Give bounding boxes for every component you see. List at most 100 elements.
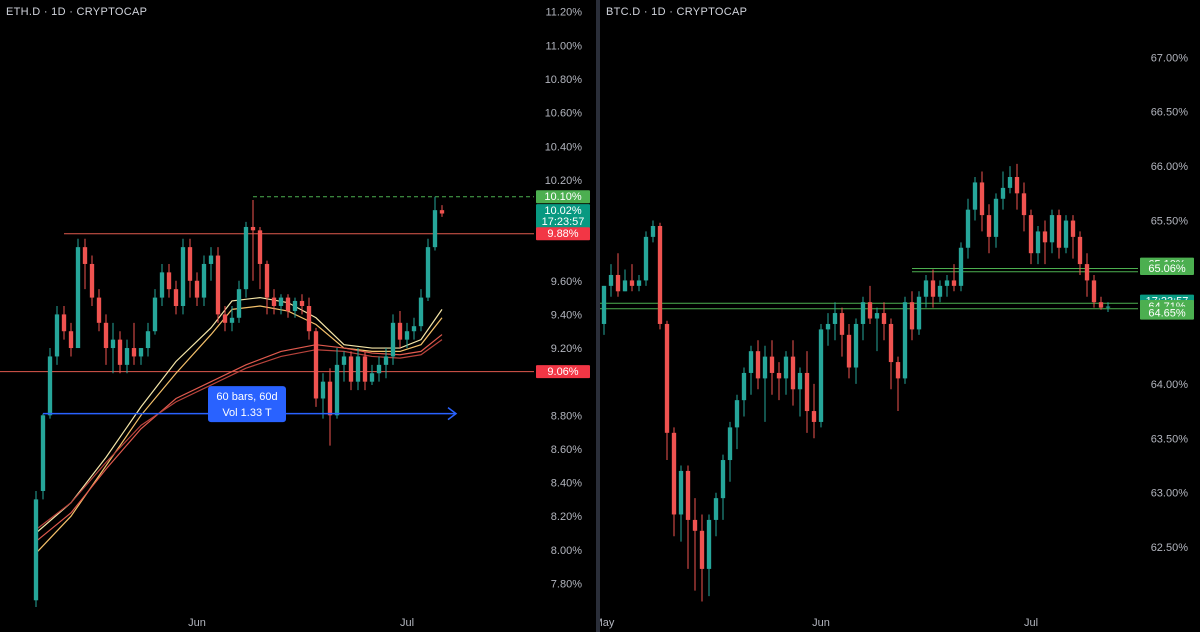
eth-range-info-volume: Vol 1.33 T bbox=[222, 407, 272, 419]
eth-y-tick-label: 8.20% bbox=[551, 511, 582, 523]
eth-candle-body bbox=[75, 247, 81, 349]
eth-y-tick-label: 10.40% bbox=[545, 141, 583, 153]
btc-candle-body bbox=[622, 280, 628, 292]
eth-price-label-bg bbox=[536, 204, 590, 229]
btc-candle-body bbox=[804, 372, 810, 412]
eth-candle-body bbox=[439, 210, 445, 214]
eth-y-tick-label: 8.80% bbox=[551, 410, 582, 422]
btc-candle-body bbox=[650, 225, 656, 237]
btc-candle-body bbox=[678, 470, 684, 515]
eth-candle-body bbox=[222, 314, 228, 323]
btc-candle-body bbox=[867, 302, 873, 319]
eth-candle-body bbox=[334, 364, 340, 416]
btc-candle-body bbox=[958, 247, 964, 286]
eth-candle-body bbox=[376, 364, 382, 374]
eth-candle-body bbox=[166, 272, 172, 290]
btc-candle-body bbox=[727, 427, 733, 461]
eth-y-tick-label: 11.20% bbox=[546, 7, 583, 19]
eth-candle-body bbox=[61, 314, 67, 332]
btc-candle-body bbox=[748, 351, 754, 373]
eth-price-label-countdown: 17:23:57 bbox=[542, 216, 585, 228]
btc-candle-body bbox=[1084, 264, 1090, 281]
eth-price-label-bg bbox=[536, 365, 590, 379]
btc-candle-body bbox=[671, 432, 677, 515]
eth-candle-body bbox=[320, 381, 326, 399]
btc-candle-body bbox=[657, 225, 663, 324]
btc-y-tick-label: 67.00% bbox=[1151, 52, 1189, 64]
eth-y-tick-label: 9.20% bbox=[551, 343, 582, 355]
btc-candle-body bbox=[1014, 177, 1020, 194]
btc-candle-body bbox=[741, 372, 747, 401]
eth-price-label-bg bbox=[536, 227, 590, 241]
eth-candle-body bbox=[243, 226, 249, 290]
eth-candle-body bbox=[208, 255, 214, 264]
eth-candle-body bbox=[341, 356, 347, 365]
btc-candle-body bbox=[916, 296, 922, 330]
btc-dominance-chart-pane[interactable]: 67.00% 66.50% 66.00% 65.50% 64.00% 63.50% 63.0… bbox=[600, 0, 1200, 632]
btc-candle-body bbox=[909, 302, 915, 330]
eth-candle-body bbox=[369, 373, 375, 382]
eth-dominance-chart[interactable]: 11.20% 11.00% 10.80% 10.60% 10.40% 10.20% 9.60… bbox=[0, 0, 596, 632]
eth-candle-body bbox=[124, 348, 130, 365]
btc-candle-body bbox=[643, 236, 649, 281]
btc-candle-body bbox=[986, 215, 992, 237]
eth-y-tick-label: 9.60% bbox=[551, 276, 582, 288]
btc-candle-body bbox=[769, 356, 775, 373]
btc-candle-body bbox=[972, 182, 978, 210]
eth-candle-body bbox=[390, 322, 396, 357]
btc-candle-body bbox=[629, 280, 635, 286]
btc-candle-body bbox=[713, 498, 719, 520]
eth-y-tick-label: 8.60% bbox=[551, 444, 582, 456]
eth-candle-body bbox=[194, 280, 200, 298]
btc-candle-body bbox=[846, 334, 852, 368]
btc-candle-body bbox=[902, 302, 908, 379]
eth-y-tick-label: 8.40% bbox=[551, 478, 582, 490]
eth-candle-body bbox=[215, 255, 221, 315]
eth-range-info-bars: 60 bars, 60d bbox=[216, 391, 277, 403]
btc-candle-body bbox=[1000, 187, 1006, 199]
eth-candle-body bbox=[68, 331, 74, 349]
btc-candle-body bbox=[636, 280, 642, 286]
eth-candle-body bbox=[138, 348, 144, 357]
btc-candle-body bbox=[601, 285, 607, 324]
eth-candle-body bbox=[187, 247, 193, 281]
btc-x-tick-jun: Jun bbox=[812, 617, 830, 629]
eth-candle-body bbox=[40, 415, 46, 491]
eth-y-tick-label: 10.60% bbox=[545, 108, 583, 120]
eth-candle-body bbox=[47, 356, 53, 416]
btc-candle-body bbox=[1049, 215, 1055, 243]
eth-dominance-chart-pane[interactable]: 11.20% 11.00% 10.80% 10.60% 10.40% 10.20% 9.60… bbox=[0, 0, 596, 632]
eth-price-label: 9.06% bbox=[547, 366, 578, 378]
eth-moving-average-4 bbox=[35, 339, 443, 531]
eth-candle-body bbox=[180, 247, 186, 306]
btc-candle-body bbox=[930, 280, 936, 297]
btc-candle-body bbox=[1007, 177, 1013, 188]
eth-price-label: 10.02% bbox=[544, 205, 582, 217]
btc-candle-body bbox=[895, 362, 901, 379]
btc-candle-body bbox=[888, 323, 894, 363]
btc-price-label-bg bbox=[1140, 306, 1194, 320]
eth-candle-body bbox=[54, 314, 60, 357]
eth-range-info-box bbox=[208, 386, 286, 423]
eth-candle-body bbox=[96, 297, 102, 323]
btc-y-tick-label: 63.50% bbox=[1151, 433, 1189, 445]
pane-divider[interactable] bbox=[596, 0, 600, 632]
btc-candle-body bbox=[692, 519, 698, 531]
btc-candle-body bbox=[825, 323, 831, 330]
btc-candle-body bbox=[811, 411, 817, 422]
eth-candle-body bbox=[201, 263, 207, 298]
eth-candle-body bbox=[397, 322, 403, 340]
eth-moving-average-2 bbox=[35, 305, 443, 554]
btc-dominance-chart[interactable]: 67.00% 66.50% 66.00% 65.50% 64.00% 63.50% 63.0… bbox=[600, 0, 1200, 632]
btc-candle-body bbox=[762, 356, 768, 379]
eth-candle-body bbox=[82, 247, 88, 264]
btc-candle-body bbox=[1105, 306, 1111, 308]
btc-y-tick-label: 65.50% bbox=[1151, 216, 1189, 228]
eth-price-label-bg bbox=[536, 190, 590, 204]
btc-x-tick-jul: Jul bbox=[1024, 617, 1038, 629]
btc-candle-body bbox=[1063, 220, 1069, 248]
btc-candle-body bbox=[664, 323, 670, 433]
eth-candle-body bbox=[236, 289, 242, 318]
eth-candle-body bbox=[250, 226, 256, 231]
btc-candle-body bbox=[979, 182, 985, 216]
